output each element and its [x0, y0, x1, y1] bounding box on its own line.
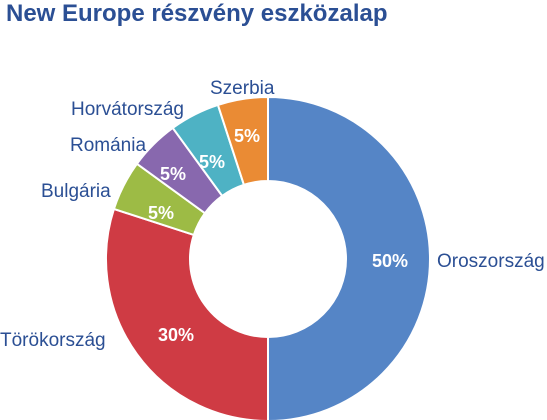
slice-category-label: Bulgária [41, 181, 111, 202]
slice-category-label: Horvátország [71, 99, 184, 120]
slice-value-label: 5% [199, 152, 225, 172]
slice-category-label: Románia [70, 135, 146, 156]
slice-value-label: 50% [372, 251, 408, 271]
slice-oroszország [267, 95, 431, 420]
slice-törökország [105, 207, 269, 420]
slice-value-label: 5% [148, 203, 174, 223]
slice-szerbia [216, 95, 269, 187]
slice-value-label: 5% [234, 126, 260, 146]
slice-category-label: Szerbia [210, 78, 275, 99]
slice-category-label: Törökország [0, 330, 106, 351]
chart-title: New Europe részvény eszközalap [6, 0, 388, 27]
slice-value-label: 30% [158, 325, 194, 345]
slice-value-label: 5% [160, 164, 186, 184]
slice-category-label: Oroszország [437, 251, 545, 272]
